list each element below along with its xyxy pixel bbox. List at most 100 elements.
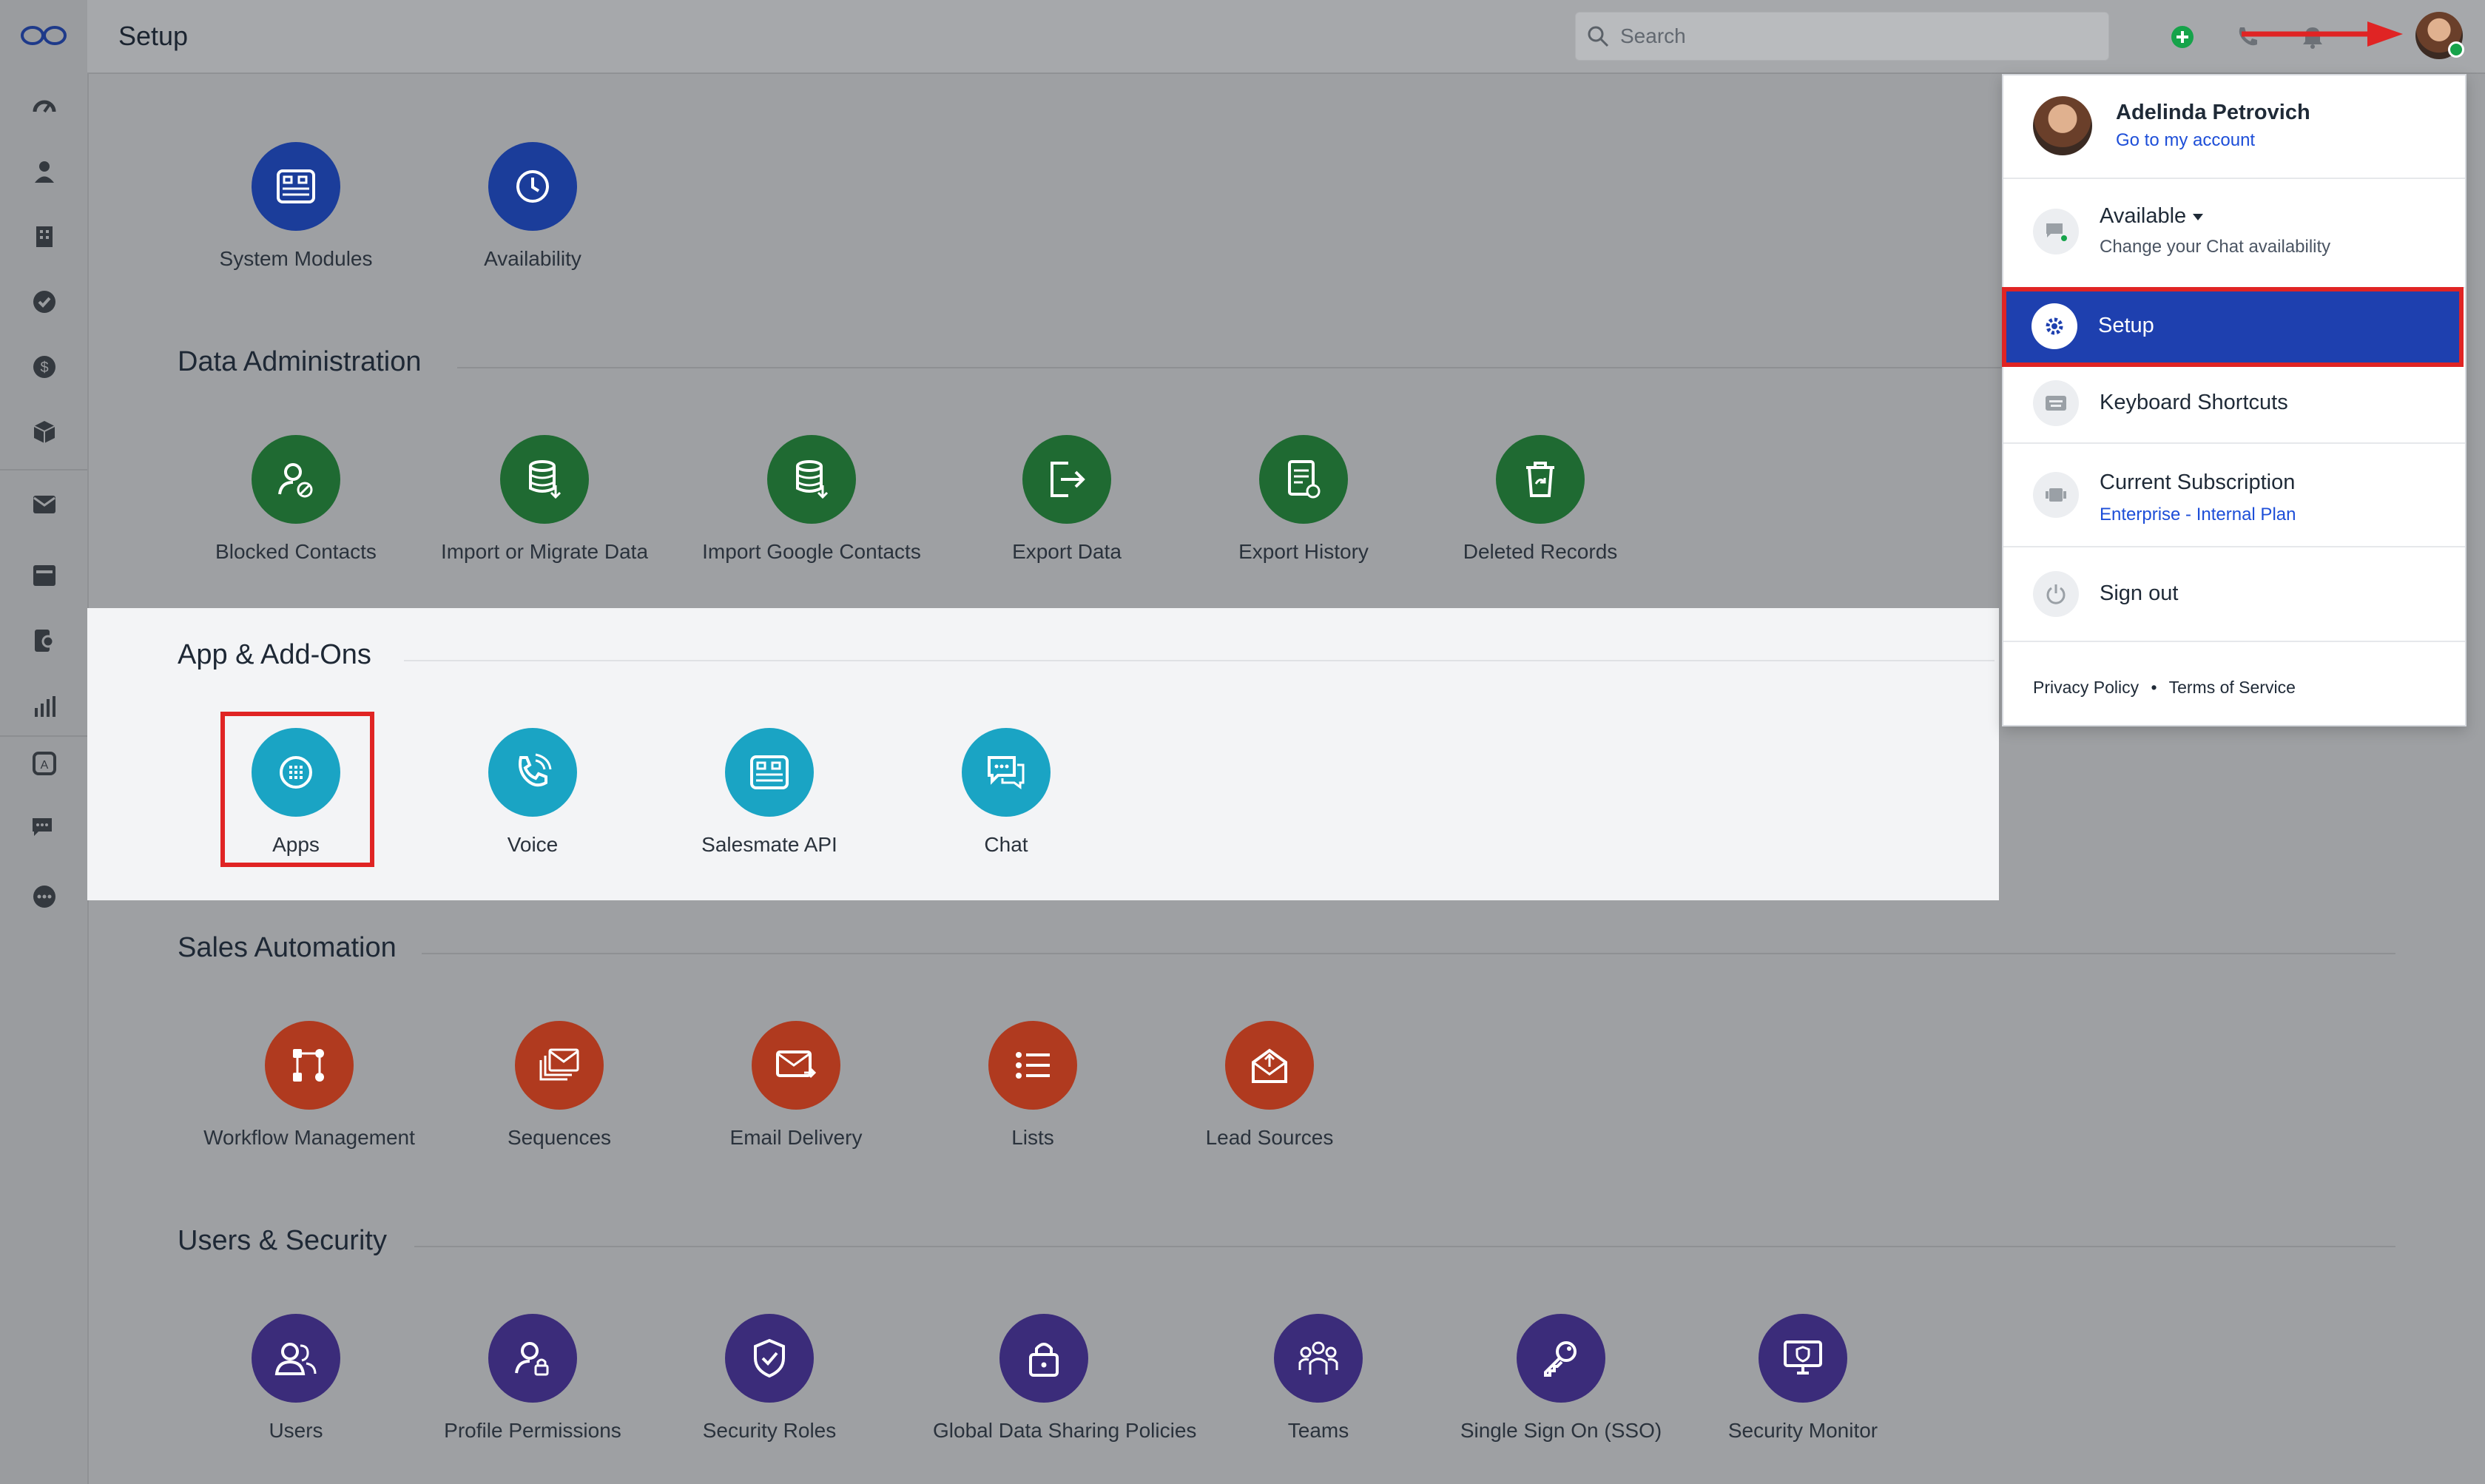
- chat-status-icon: [2033, 209, 2079, 254]
- caret-down-icon: [2193, 214, 2204, 221]
- tile-security-roles[interactable]: Security Roles: [658, 1314, 880, 1443]
- availability-label: Available: [2100, 204, 2187, 228]
- tile-label: Security Monitor: [1727, 1419, 1878, 1442]
- tile-teams[interactable]: Teams: [1207, 1314, 1429, 1443]
- phone-call-icon: [488, 728, 577, 817]
- dropdown-availability[interactable]: Available Change your Chat availability: [2003, 179, 2465, 289]
- email-icon[interactable]: [28, 488, 61, 521]
- section-title-app-add-ons: App & Add-Ons: [178, 639, 371, 670]
- availability-status[interactable]: Available: [2100, 204, 2204, 229]
- dropdown-sign-out[interactable]: Sign out: [2003, 547, 2465, 642]
- user-avatar-button[interactable]: [2415, 12, 2464, 59]
- tile-label: Lists: [1011, 1126, 1054, 1149]
- tile-voice[interactable]: Voice: [422, 728, 644, 857]
- inbox-icon[interactable]: [28, 559, 61, 592]
- tile-label: Single Sign On (SSO): [1460, 1419, 1662, 1442]
- tile-label: Sequences: [507, 1126, 612, 1149]
- system-modules-icon: [252, 142, 340, 231]
- tile-label: Availability: [484, 247, 581, 270]
- users-group-icon: [252, 1314, 340, 1403]
- products-box-icon[interactable]: [28, 416, 61, 448]
- tile-apps[interactable]: Apps: [185, 728, 407, 857]
- tile-label: Blocked Contacts: [215, 540, 377, 563]
- tile-security-monitor[interactable]: Security Monitor: [1692, 1314, 1914, 1443]
- tile-label: Profile Permissions: [444, 1419, 621, 1442]
- search-input[interactable]: Search: [1575, 12, 2109, 61]
- tile-sequences[interactable]: Sequences: [448, 1021, 670, 1150]
- dropdown-subscription[interactable]: Current Subscription Enterprise - Intern…: [2003, 444, 2465, 547]
- plan-link[interactable]: Enterprise - Internal Plan: [2100, 505, 2296, 525]
- tile-users[interactable]: Users: [185, 1314, 407, 1443]
- tile-export-data[interactable]: Export Data: [956, 435, 1178, 564]
- export-icon: [1022, 435, 1111, 524]
- tile-single-sign-on[interactable]: Single Sign On (SSO): [1450, 1314, 1672, 1443]
- key-icon: [1517, 1314, 1605, 1403]
- dropdown-keyboard-shortcuts[interactable]: Keyboard Shortcuts: [2003, 365, 2465, 444]
- user-name: Adelinda Petrovich: [2116, 101, 2310, 124]
- reports-bar-icon[interactable]: [28, 689, 61, 722]
- tile-deleted-records[interactable]: Deleted Records: [1429, 435, 1651, 564]
- tile-global-data-sharing-policies[interactable]: Global Data Sharing Policies: [933, 1314, 1196, 1443]
- campaigns-icon[interactable]: [28, 624, 61, 657]
- avatar: [2033, 96, 2092, 155]
- dashboard-icon[interactable]: [28, 90, 61, 123]
- tile-label: Salesmate API: [701, 833, 837, 856]
- section-divider: [414, 1246, 2395, 1247]
- search-icon: [1588, 26, 1609, 47]
- stacked-mail-icon: [515, 1021, 604, 1110]
- dropdown-setup-item[interactable]: Setup: [2002, 287, 2464, 367]
- keyboard-shortcuts-label: Keyboard Shortcuts: [2100, 391, 2288, 414]
- tile-label: Export History: [1238, 540, 1369, 563]
- tile-system-modules[interactable]: System Modules: [185, 142, 407, 271]
- terms-of-service-link[interactable]: Terms of Service: [2168, 678, 2296, 697]
- app-logo-icon[interactable]: [19, 21, 68, 50]
- tile-email-delivery[interactable]: Email Delivery: [685, 1021, 907, 1150]
- tile-blocked-contacts[interactable]: Blocked Contacts: [185, 435, 407, 564]
- tile-workflow-management[interactable]: Workflow Management: [198, 1021, 420, 1150]
- companies-icon[interactable]: [28, 220, 61, 253]
- tile-export-history[interactable]: Export History: [1193, 435, 1415, 564]
- tasks-check-icon[interactable]: [28, 286, 61, 318]
- chat-bubbles-icon: [962, 728, 1051, 817]
- keyboard-icon: [2033, 380, 2079, 426]
- tile-profile-permissions[interactable]: Profile Permissions: [422, 1314, 644, 1443]
- database-import-icon: [767, 435, 856, 524]
- apps-grid-icon: [252, 728, 340, 817]
- tile-lists[interactable]: Lists: [922, 1021, 1144, 1150]
- chat-icon[interactable]: [28, 812, 61, 845]
- setup-highlight-box: [2002, 287, 2464, 367]
- monitor-shield-icon: [1759, 1314, 1847, 1403]
- tile-chat[interactable]: Chat: [895, 728, 1117, 857]
- automation-icon[interactable]: A: [28, 747, 61, 780]
- power-icon: [2033, 571, 2079, 617]
- section-divider: [422, 953, 2395, 954]
- deals-dollar-icon[interactable]: $: [28, 351, 61, 383]
- document-history-icon: [1259, 435, 1348, 524]
- tile-label: Deleted Records: [1463, 540, 1618, 563]
- tile-availability[interactable]: Availability: [422, 142, 644, 271]
- section-title-data-administration: Data Administration: [178, 346, 422, 377]
- tile-lead-sources[interactable]: Lead Sources: [1159, 1021, 1380, 1150]
- tile-label: System Modules: [219, 247, 373, 270]
- tile-label: Workflow Management: [203, 1126, 415, 1149]
- apps-highlight-box: [220, 712, 374, 867]
- tile-label: Import Google Contacts: [702, 540, 921, 563]
- current-subscription-label: Current Subscription: [2100, 471, 2296, 494]
- add-plus-icon[interactable]: [2168, 22, 2197, 52]
- setup-label: Setup: [2098, 314, 2154, 337]
- tile-salesmate-api[interactable]: Salesmate API: [658, 728, 880, 857]
- trash-restore-icon: [1496, 435, 1585, 524]
- page-title: Setup: [118, 21, 189, 51]
- tile-import-migrate-data[interactable]: Import or Migrate Data: [434, 435, 655, 564]
- workflow-icon: [265, 1021, 354, 1110]
- tile-label: Import or Migrate Data: [440, 540, 649, 563]
- privacy-policy-link[interactable]: Privacy Policy: [2033, 678, 2140, 697]
- availability-subtitle: Change your Chat availability: [2100, 237, 2331, 257]
- search-placeholder: Search: [1620, 24, 1686, 47]
- more-dots-icon[interactable]: [28, 880, 61, 913]
- list-icon: [988, 1021, 1077, 1110]
- tile-import-google-contacts[interactable]: Import Google Contacts: [701, 435, 923, 564]
- api-module-icon: [725, 728, 814, 817]
- contacts-icon[interactable]: [28, 155, 61, 188]
- go-to-account-link[interactable]: Go to my account: [2116, 130, 2256, 150]
